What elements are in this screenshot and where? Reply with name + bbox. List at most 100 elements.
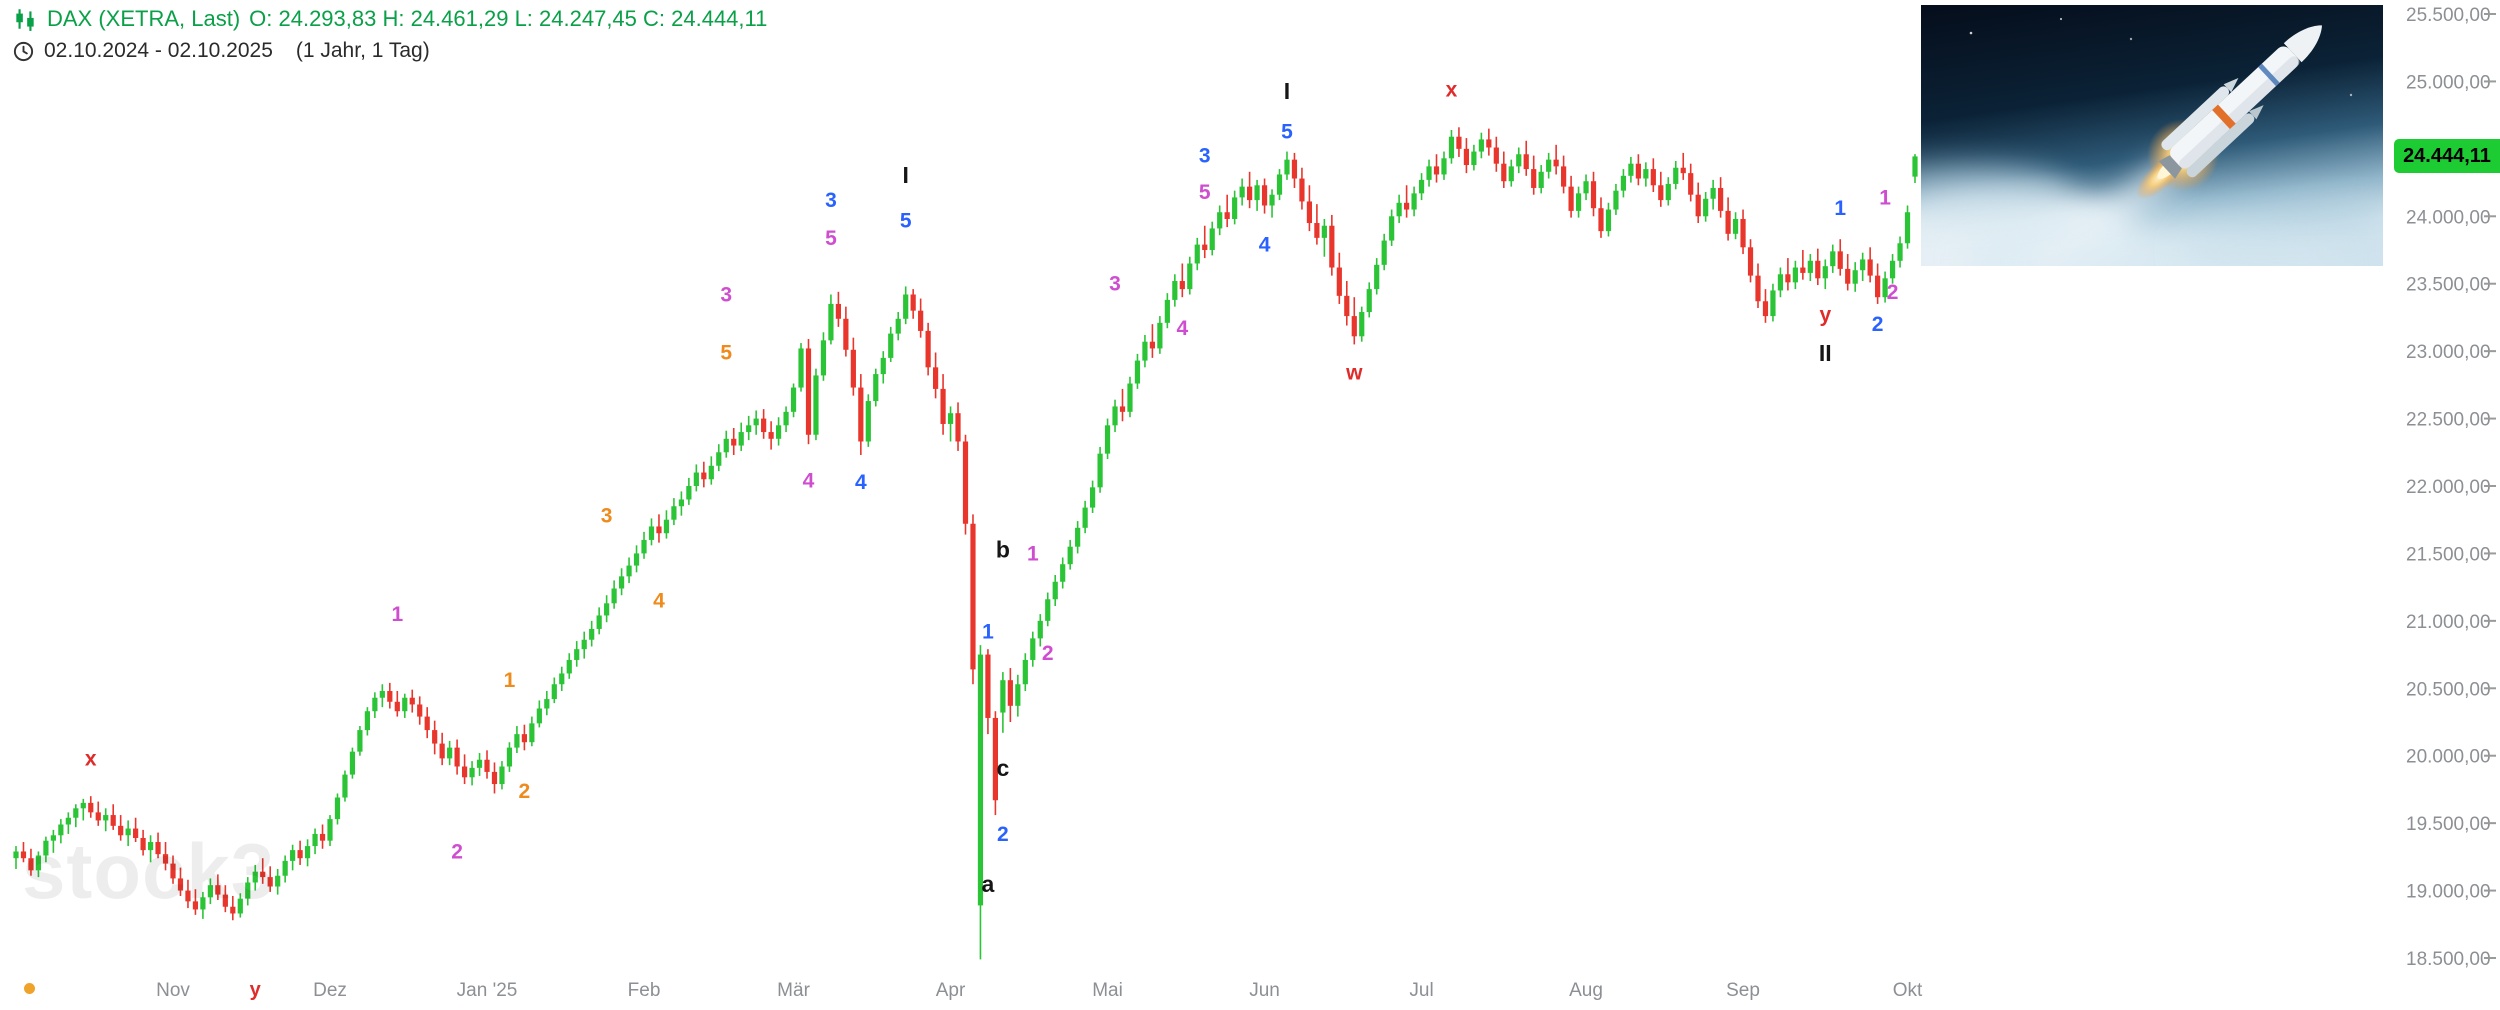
- candle: [970, 514, 976, 685]
- candle: [327, 815, 333, 847]
- candle: [1815, 248, 1821, 286]
- candle: [1224, 194, 1230, 228]
- y-axis-label: 24.000,00: [2406, 207, 2491, 228]
- candle: [574, 641, 580, 667]
- wave-label-3: 3: [1109, 273, 1121, 296]
- candle: [544, 690, 550, 716]
- wave-label-4: 4: [1259, 234, 1271, 257]
- candle: [1732, 212, 1739, 240]
- candle: [1037, 614, 1043, 647]
- candle: [1889, 254, 1896, 284]
- candle: [1471, 144, 1477, 171]
- candle: [461, 754, 468, 785]
- candle: [1568, 175, 1574, 218]
- y-axis-label: 25.000,00: [2406, 72, 2491, 93]
- candle: [1688, 163, 1694, 202]
- candle: [65, 812, 71, 834]
- candle: [334, 793, 341, 825]
- wave-label-3: 3: [1199, 145, 1211, 168]
- wave-label-x: x: [1446, 79, 1458, 102]
- x-axis-label: Okt: [1893, 980, 1923, 1001]
- candle: [820, 332, 827, 381]
- candle: [1396, 194, 1402, 224]
- candle: [469, 761, 475, 786]
- candle: [1852, 262, 1858, 292]
- wave-label-5: 5: [720, 341, 732, 364]
- candle: [1904, 205, 1911, 249]
- wave-label-4: 4: [653, 590, 665, 613]
- candle: [1022, 653, 1028, 691]
- candle: [671, 498, 677, 526]
- candle: [43, 836, 49, 863]
- wave-label-I: I: [1284, 78, 1290, 104]
- candle: [155, 832, 161, 859]
- candle: [20, 842, 27, 863]
- candle: [1710, 179, 1716, 210]
- candle: [626, 557, 632, 584]
- candle: [230, 895, 236, 921]
- candle: [1119, 388, 1126, 422]
- candle: [1366, 282, 1372, 318]
- candle: [1680, 152, 1686, 180]
- wave-label-5: 5: [825, 227, 837, 250]
- candle: [1359, 306, 1365, 342]
- wave-label-w: w: [1345, 362, 1363, 385]
- candle: [783, 406, 789, 433]
- candle: [222, 885, 228, 913]
- candle: [162, 842, 169, 871]
- candle: [484, 750, 490, 779]
- candle: [873, 368, 879, 407]
- candle: [1381, 233, 1387, 271]
- candle: [1755, 263, 1761, 308]
- candle: [192, 889, 199, 915]
- candle: [1493, 136, 1499, 172]
- candle: [1807, 254, 1813, 282]
- candle: [1127, 376, 1133, 418]
- instrument-name: DAX (XETRA, Last): [47, 6, 241, 31]
- candle: [1075, 521, 1081, 554]
- wave-label-1: 1: [982, 621, 994, 644]
- candle: [903, 286, 909, 325]
- candle: [1695, 182, 1701, 224]
- candle: [1635, 154, 1641, 186]
- candle: [633, 545, 640, 573]
- candle: [1082, 500, 1088, 534]
- candle: [656, 514, 662, 543]
- candle: [1516, 147, 1522, 174]
- candle: [828, 294, 834, 345]
- candle: [648, 518, 655, 546]
- candle: [349, 747, 356, 779]
- wave-label-2: 2: [997, 823, 1009, 846]
- y-axis-label: 23.500,00: [2406, 275, 2491, 296]
- candle: [1703, 192, 1709, 222]
- y-axis-label: 22.500,00: [2406, 410, 2491, 431]
- y-axis-label: 19.500,00: [2406, 814, 2491, 835]
- x-axis-wave-label: y: [250, 979, 262, 1001]
- candle: [932, 352, 939, 399]
- y-axis-label: 21.500,00: [2406, 544, 2491, 565]
- candle: [895, 312, 901, 341]
- x-axis-label: Aug: [1569, 980, 1603, 1001]
- candle: [1187, 256, 1193, 295]
- candle: [1239, 178, 1245, 206]
- wave-label-x: x: [85, 747, 97, 770]
- candle: [200, 891, 206, 919]
- candle: [1486, 128, 1492, 156]
- candle: [424, 707, 430, 739]
- candle: [80, 798, 86, 821]
- candle: [701, 461, 707, 488]
- candle: [290, 844, 296, 871]
- candle: [297, 840, 303, 865]
- candle: [1194, 237, 1200, 271]
- candle: [1546, 152, 1552, 179]
- candle: [1112, 399, 1118, 433]
- candle: [798, 343, 804, 392]
- rocket-body: [2136, 25, 2322, 200]
- candle: [1561, 155, 1567, 194]
- candle: [237, 893, 243, 918]
- candle: [1052, 575, 1058, 607]
- candle: [1284, 151, 1290, 180]
- candle: [1179, 263, 1185, 298]
- candle: [58, 819, 64, 844]
